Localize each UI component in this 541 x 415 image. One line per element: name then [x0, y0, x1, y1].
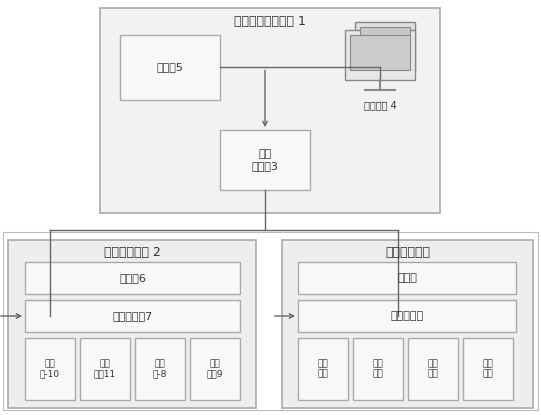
Bar: [190, 338, 240, 400]
Bar: [220, 130, 310, 190]
Bar: [100, 8, 440, 213]
Bar: [350, 35, 410, 70]
Text: 信号
板-10: 信号 板-10: [40, 359, 60, 379]
Bar: [25, 300, 240, 332]
Text: 信号
板一: 信号 板一: [318, 359, 328, 379]
Text: 冗余管理板: 冗余管理板: [391, 311, 424, 321]
Text: 电源
板-8: 电源 板-8: [153, 359, 167, 379]
Bar: [120, 35, 220, 100]
Text: 电源
板二9: 电源 板二9: [207, 359, 223, 379]
Bar: [298, 338, 348, 400]
Text: 监控
管理器3: 监控 管理器3: [252, 149, 279, 171]
Text: 电源
板二: 电源 板二: [483, 359, 493, 379]
Bar: [282, 240, 533, 408]
Bar: [345, 30, 415, 80]
Text: 显示器6: 显示器6: [119, 273, 146, 283]
Bar: [353, 338, 403, 400]
Bar: [298, 262, 516, 294]
Bar: [8, 240, 256, 408]
Bar: [25, 262, 240, 294]
Text: 冗余显示单元 2: 冗余显示单元 2: [103, 247, 161, 259]
Text: 显示器: 显示器: [397, 273, 417, 283]
Text: 遥控器5: 遥控器5: [156, 63, 183, 73]
Bar: [25, 338, 75, 400]
Bar: [298, 300, 516, 332]
Bar: [3, 232, 538, 410]
Text: 信号
板二11: 信号 板二11: [94, 359, 116, 379]
Text: 信号
板二: 信号 板二: [373, 359, 384, 379]
Text: 冗余显示单元: 冗余显示单元: [385, 247, 430, 259]
Bar: [408, 338, 458, 400]
Bar: [80, 338, 130, 400]
Bar: [360, 27, 410, 62]
Bar: [463, 338, 513, 400]
Text: 冗余监控管理单元 1: 冗余监控管理单元 1: [234, 15, 306, 29]
Text: 控制终端 4: 控制终端 4: [364, 100, 397, 110]
Bar: [135, 338, 185, 400]
Text: 电源
板一: 电源 板一: [427, 359, 438, 379]
Bar: [355, 22, 415, 72]
Text: 冗余管理板7: 冗余管理板7: [113, 311, 153, 321]
